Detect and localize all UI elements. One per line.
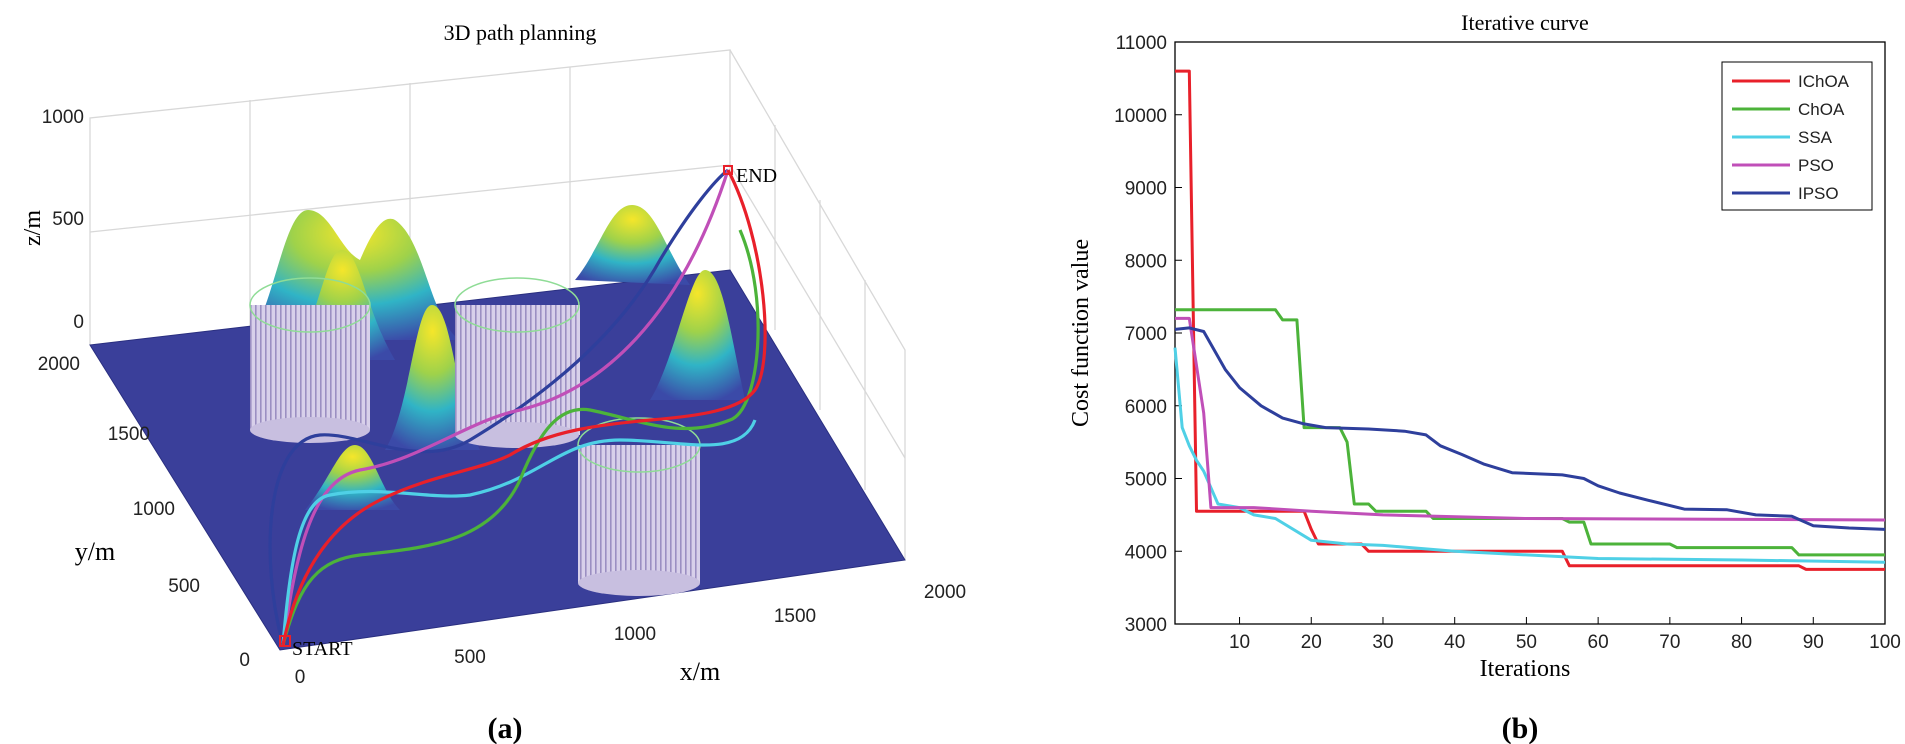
- series-lines: [1173, 69, 1886, 571]
- legend-items: IChOA ChOA SSA PSO IPSO: [1732, 72, 1850, 203]
- panel-b-y-axis-label: Cost function value: [1068, 239, 1094, 427]
- y-ticks: 3000 4000 5000 6000 7000 8000 9000 10000 11000: [1114, 33, 1182, 636]
- legend-label-ichoa: IChOA: [1798, 72, 1850, 91]
- y-tick-label: 3000: [1125, 615, 1167, 636]
- cylinder-obstacle-3: [577, 417, 701, 596]
- x-tick-label: 1500: [774, 606, 816, 627]
- y-tick-label: 2000: [38, 354, 80, 375]
- legend-label-pso: PSO: [1798, 156, 1834, 175]
- y-tick-label: 1000: [133, 499, 175, 520]
- end-marker: [723, 165, 733, 175]
- x-tick-label: 100: [1869, 632, 1901, 653]
- y-tick-label: 8000: [1125, 251, 1167, 272]
- x-tick-label: 90: [1803, 632, 1824, 653]
- y-tick-label: 7000: [1125, 324, 1167, 345]
- legend-label-ssa: SSA: [1798, 128, 1833, 147]
- y-tick-label: 6000: [1125, 397, 1167, 418]
- peak-4: [575, 205, 690, 285]
- panel-a-z-axis-label: z/m: [20, 210, 46, 246]
- x-tick-label: 70: [1659, 632, 1680, 653]
- legend: IChOA ChOA SSA PSO IPSO: [1721, 61, 1873, 211]
- end-label: END: [736, 165, 777, 187]
- start-marker: [279, 635, 291, 647]
- x-tick-label: 0: [295, 667, 306, 688]
- panel-a-title: 3D path planning: [444, 20, 597, 45]
- y-tick-label: 0: [239, 650, 250, 671]
- legend-label-ipso: IPSO: [1798, 184, 1839, 203]
- panel-label-b: (b): [1502, 712, 1539, 744]
- path-ipso: [268, 168, 729, 646]
- panel-a-3d-path-plot: 3D path planning: [20, 20, 966, 744]
- obstacles: [249, 277, 701, 596]
- panel-b-line-chart: Iterative curve 3000 4000 5000 6000 7000 8000…: [1068, 10, 1901, 744]
- x-tick-label: 10: [1229, 632, 1250, 653]
- legend-label-choa: ChOA: [1798, 100, 1845, 119]
- series-line-pso: [1175, 316, 1886, 522]
- panel-a-ticks: 1000 500 0 2000 1500 1000 500 0 0 500 10…: [38, 107, 966, 688]
- peak-5: [650, 270, 745, 400]
- panel-b-title: Iterative curve: [1461, 10, 1589, 35]
- panel-a-x-axis-label: x/m: [680, 657, 720, 686]
- path-ssa: [281, 419, 757, 646]
- series-line-ssa: [1173, 347, 1886, 564]
- x-tick-label: 40: [1444, 632, 1465, 653]
- x-tick-label: 60: [1588, 632, 1609, 653]
- y-tick-label: 1500: [108, 424, 150, 445]
- y-tick-label: 500: [168, 576, 200, 597]
- x-tick-label: 80: [1731, 632, 1752, 653]
- x-tick-label: 20: [1301, 632, 1322, 653]
- x-tick-label: 50: [1516, 632, 1537, 653]
- x-tick-label: 30: [1372, 632, 1393, 653]
- planned-paths: [268, 168, 767, 646]
- x-tick-label: 2000: [924, 582, 966, 603]
- panel-label-a: (a): [488, 712, 523, 744]
- y-tick-label: 9000: [1125, 179, 1167, 200]
- start-label: START: [292, 638, 353, 660]
- path-pso: [281, 169, 730, 646]
- x-tick-label: 500: [454, 647, 486, 668]
- y-tick-label: 10000: [1114, 106, 1167, 127]
- y-tick-label: 5000: [1125, 470, 1167, 491]
- path-ichoa: [281, 169, 767, 646]
- side-wall-outline: [729, 49, 906, 560]
- panel-a-grid: [89, 49, 906, 560]
- panel-b-x-axis-label: Iterations: [1480, 656, 1571, 682]
- x-tick-label: 1000: [614, 624, 656, 645]
- y-tick-label: 11000: [1116, 33, 1167, 54]
- x-ticks: 10 20 30 40 50 60 70 80 90 100: [1229, 617, 1901, 653]
- series-line-choa: [1175, 308, 1885, 557]
- panel-a-y-axis-label: y/m: [75, 537, 115, 566]
- series-line-ipso: [1174, 326, 1886, 531]
- z-tick-label: 1000: [42, 107, 84, 128]
- z-tick-label: 500: [52, 209, 84, 230]
- gridline: [729, 164, 906, 459]
- y-tick-label: 4000: [1125, 542, 1167, 563]
- z-tick-label: 0: [73, 312, 84, 333]
